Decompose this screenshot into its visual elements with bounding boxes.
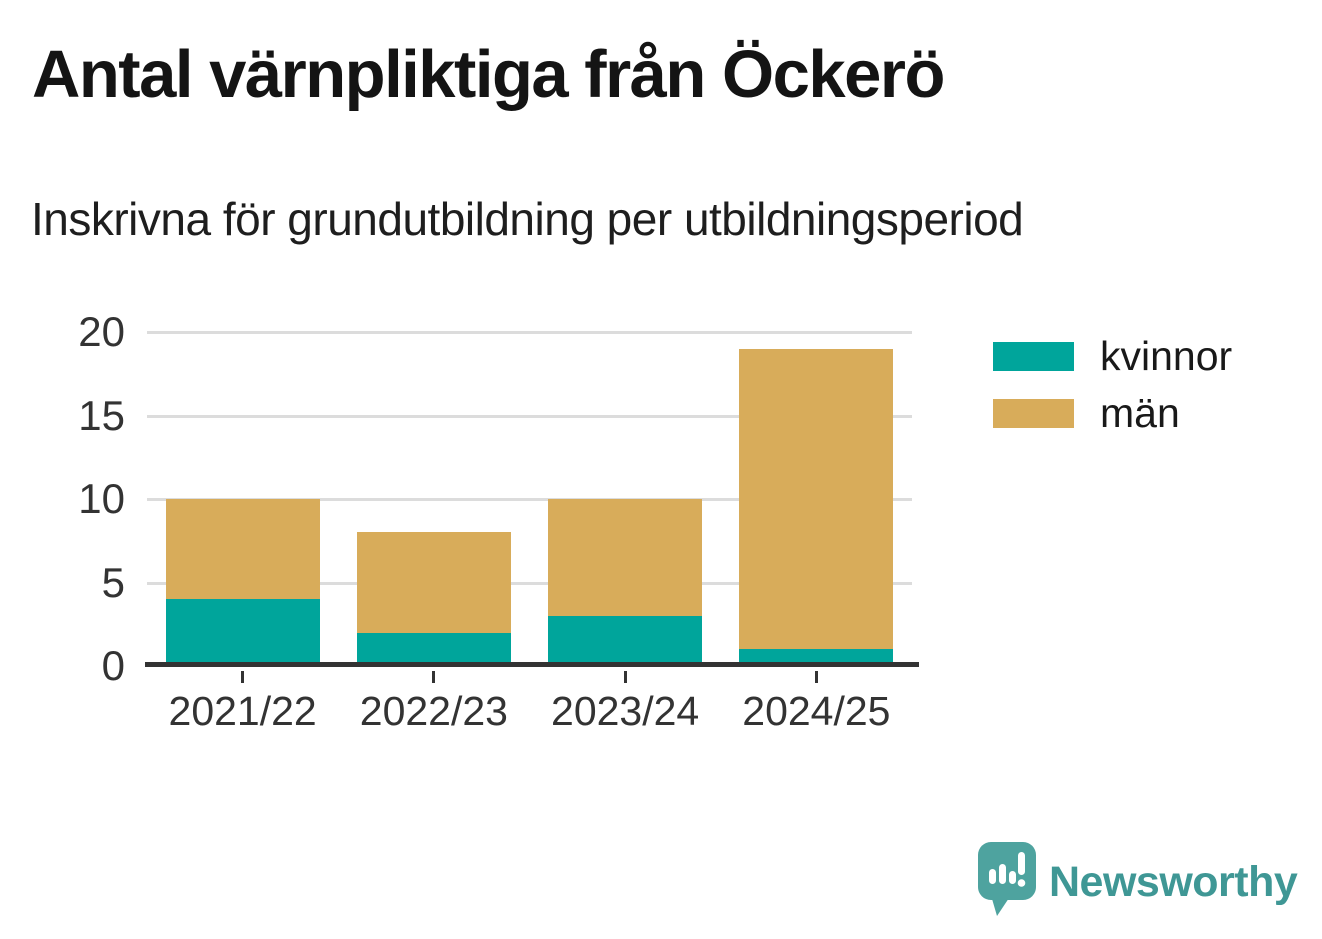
x-axis-tick xyxy=(623,671,627,683)
chart: 0 5 10 15 20 2021/22 2022/23 2023/24 2024/25 xyxy=(78,310,919,734)
bar-segment xyxy=(165,499,320,600)
legend-swatch xyxy=(993,341,1074,371)
bar-segment xyxy=(356,532,511,633)
legend-item: kvinnor xyxy=(993,335,1232,376)
bar-segment xyxy=(356,632,511,666)
bar-segment xyxy=(548,615,703,666)
y-axis-tick-label: 5 xyxy=(101,558,125,606)
y-axis-tick-label: 0 xyxy=(101,642,125,689)
x-axis-tick xyxy=(432,671,436,683)
gridline xyxy=(147,498,912,501)
legend-item: män xyxy=(993,392,1232,433)
chart-subtitle: Inskrivna för grundutbildning per utbild… xyxy=(31,193,1024,245)
y-axis-tick-label: 10 xyxy=(78,475,125,522)
y-axis-tick-label: 20 xyxy=(78,308,125,355)
x-axis-tick-label: 2021/22 xyxy=(168,688,317,734)
x-axis-tick-label: 2024/25 xyxy=(742,688,891,734)
bar-segment xyxy=(739,348,894,650)
bar-segment xyxy=(548,499,703,616)
bar-segment xyxy=(165,599,320,666)
gridline xyxy=(147,331,912,334)
x-axis-tick-label: 2023/24 xyxy=(551,688,700,734)
x-axis-tick xyxy=(814,671,818,683)
chart-title: Antal värnpliktiga från Öckerö xyxy=(32,37,945,112)
newsworthy-branding: Newsworthy xyxy=(978,842,1298,922)
gridline xyxy=(147,581,912,585)
y-axis-tick-label: 15 xyxy=(78,391,125,439)
x-axis-tick-label: 2022/23 xyxy=(359,688,508,734)
bar-segment xyxy=(739,649,894,666)
legend-label: kvinnor xyxy=(1100,332,1233,379)
chart-legend: kvinnor män xyxy=(993,335,1232,455)
legend-label: män xyxy=(1100,389,1180,436)
newsworthy-logo-icon xyxy=(978,842,1036,916)
x-axis-tick xyxy=(241,671,245,683)
gridline xyxy=(147,414,912,418)
newsworthy-wordmark: Newsworthy xyxy=(1049,857,1298,906)
x-axis-line xyxy=(145,662,919,667)
legend-swatch xyxy=(993,398,1074,428)
